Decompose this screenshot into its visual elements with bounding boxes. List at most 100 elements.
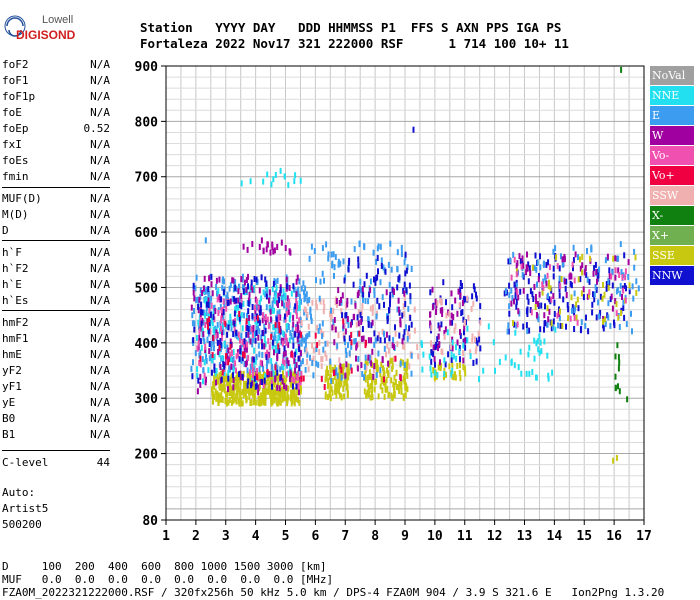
- data-point: [202, 285, 205, 292]
- data-point: [292, 337, 295, 344]
- data-point: [552, 248, 555, 255]
- data-point: [619, 241, 622, 248]
- data-point: [432, 344, 435, 351]
- param-row: B0 N/A: [2, 412, 110, 428]
- param-value: N/A: [90, 412, 110, 425]
- data-point: [453, 327, 456, 334]
- data-point: [376, 365, 379, 372]
- data-point: [295, 394, 298, 401]
- x-tick-label: 5: [282, 529, 290, 544]
- data-point: [282, 296, 285, 303]
- data-point: [215, 390, 218, 397]
- data-point: [214, 370, 217, 377]
- data-point: [435, 308, 437, 315]
- data-point: [429, 320, 432, 327]
- data-point: [316, 324, 319, 331]
- data-point: [444, 361, 447, 368]
- data-point: [462, 357, 465, 364]
- data-point: [361, 371, 364, 377]
- data-point: [228, 320, 231, 327]
- data-point: [274, 376, 277, 383]
- data-point: [321, 320, 324, 327]
- data-point: [522, 262, 525, 269]
- data-point: [605, 281, 608, 287]
- data-point: [611, 305, 614, 312]
- data-point: [243, 352, 246, 359]
- data-point: [240, 334, 243, 341]
- data-point: [287, 323, 290, 329]
- data-point: [451, 319, 454, 326]
- data-point: [363, 363, 366, 370]
- data-point: [218, 351, 221, 358]
- data-point: [220, 325, 222, 332]
- data-point: [327, 255, 330, 262]
- data-point: [266, 353, 269, 360]
- logo-lowell: Lowell: [42, 14, 73, 26]
- data-point: [330, 385, 333, 392]
- data-point: [589, 255, 591, 262]
- data-point: [550, 325, 553, 332]
- data-point: [231, 377, 234, 384]
- data-point: [208, 307, 211, 314]
- data-point: [271, 286, 274, 292]
- data-point: [340, 308, 343, 314]
- data-point: [462, 350, 464, 357]
- data-point: [508, 282, 511, 289]
- data-point: [564, 285, 567, 292]
- data-point: [241, 273, 244, 280]
- data-point: [342, 363, 345, 370]
- data-point: [254, 337, 257, 344]
- data-point: [278, 398, 280, 405]
- data-point: [285, 384, 288, 391]
- data-point: [624, 297, 627, 304]
- data-point: [510, 287, 513, 294]
- data-point: [263, 323, 266, 330]
- data-point: [361, 326, 364, 332]
- data-point: [391, 286, 394, 293]
- data-point: [315, 304, 318, 311]
- data-point: [391, 357, 394, 364]
- data-point: [391, 365, 394, 372]
- data-point: [321, 245, 324, 252]
- data-point: [384, 381, 387, 388]
- data-point: [247, 331, 250, 338]
- param-value: N/A: [90, 294, 110, 307]
- data-point: [619, 282, 622, 289]
- data-point: [358, 285, 361, 292]
- data-point: [238, 371, 240, 378]
- data-point: [265, 290, 268, 297]
- data-point: [377, 393, 380, 400]
- data-point: [529, 288, 532, 295]
- data-point: [455, 355, 458, 362]
- data-point: [360, 362, 363, 369]
- data-point: [235, 392, 238, 399]
- data-point: [238, 315, 241, 322]
- header-block: Station YYYY DAY DDD HHMMSS P1 FFS S AXN…: [140, 20, 569, 52]
- data-point: [341, 292, 344, 299]
- data-point: [334, 388, 337, 395]
- data-point: [463, 319, 466, 326]
- data-point: [376, 359, 379, 366]
- data-point: [622, 299, 625, 306]
- data-point: [306, 297, 309, 304]
- data-point: [289, 376, 292, 383]
- data-point: [541, 289, 544, 296]
- data-point: [197, 296, 199, 303]
- data-point: [300, 375, 303, 382]
- param-value: N/A: [90, 58, 110, 71]
- data-point: [266, 171, 269, 178]
- data-point: [225, 305, 228, 312]
- data-point: [226, 373, 229, 380]
- data-point: [417, 353, 420, 360]
- data-point: [359, 311, 362, 318]
- data-point: [287, 394, 290, 401]
- data-point: [247, 355, 250, 361]
- data-point: [271, 388, 274, 395]
- data-point: [370, 322, 373, 329]
- data-point: [260, 237, 263, 244]
- data-point: [312, 347, 315, 354]
- data-point: [454, 323, 457, 330]
- data-point: [253, 394, 256, 401]
- data-point: [592, 270, 595, 277]
- data-point: [517, 294, 520, 301]
